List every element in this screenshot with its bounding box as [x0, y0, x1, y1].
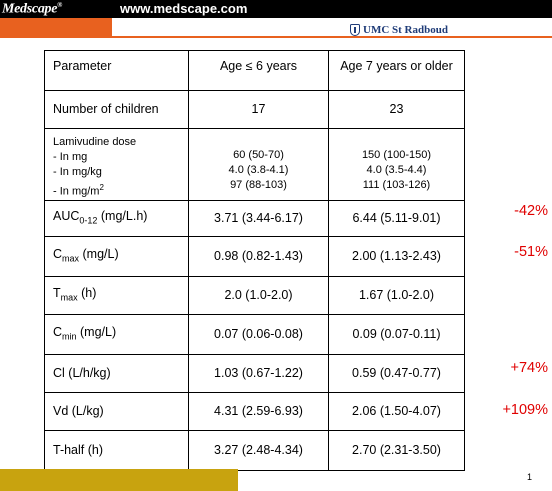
- umc-logo-text: UMC St Radboud: [363, 24, 448, 36]
- row-label: Vd (L/kg): [44, 392, 189, 431]
- row-value-old: 0.09 (0.07-0.11): [328, 314, 465, 355]
- row-value-old: 0.59 (0.47-0.77): [328, 354, 465, 393]
- accent-block: [0, 18, 112, 38]
- dose-labels: Lamivudine dose - In mg - In mg/kg - In …: [44, 128, 189, 201]
- footer-bar: [0, 469, 238, 491]
- row-value-old: 2.06 (1.50-4.07): [328, 392, 465, 431]
- row-label: Cmin (mg/L): [44, 314, 189, 355]
- row-value-old: 23: [328, 90, 465, 129]
- header-age-young: Age ≤ 6 years: [188, 50, 329, 91]
- change-vd: +109%: [502, 402, 548, 418]
- table-row: Number of children 17 23: [44, 90, 465, 129]
- table-header-row: Parameter Age ≤ 6 years Age 7 years or o…: [44, 50, 465, 91]
- row-value-old: 2.70 (2.31-3.50): [328, 430, 465, 471]
- row-label: AUC0-12 (mg/L.h): [44, 200, 189, 237]
- row-value-young: 17: [188, 90, 329, 129]
- table-row-vd: Vd (L/kg) 4.31 (2.59-6.93) 2.06 (1.50-4.…: [44, 392, 465, 431]
- dose-label-mgm2: - In mg/m2: [53, 183, 104, 198]
- row-label: Number of children: [44, 90, 189, 129]
- table-row-cl: Cl (L/h/kg) 1.03 (0.67-1.22) 0.59 (0.47-…: [44, 354, 465, 393]
- row-value-young: 4.31 (2.59-6.93): [188, 392, 329, 431]
- dose-title: Lamivudine dose: [53, 136, 137, 148]
- site-url[interactable]: www.medscape.com: [120, 1, 248, 16]
- change-cmax: -51%: [514, 244, 548, 260]
- row-value-young: 1.03 (0.67-1.22): [188, 354, 329, 393]
- header-age-old: Age 7 years or older: [328, 50, 465, 91]
- header-parameter: Parameter: [44, 50, 189, 91]
- table-row-auc: AUC0-12 (mg/L.h) 3.71 (3.44-6.17) 6.44 (…: [44, 200, 465, 237]
- umc-logo: UMC St Radboud: [350, 24, 448, 36]
- row-label: Cl (L/h/kg): [44, 354, 189, 393]
- table-row-cmin: Cmin (mg/L) 0.07 (0.06-0.08) 0.09 (0.07-…: [44, 314, 465, 355]
- row-value-young: 0.98 (0.82-1.43): [188, 236, 329, 277]
- slide-number: 1: [527, 472, 533, 482]
- row-label: T-half (h): [44, 430, 189, 471]
- row-value-young: 0.07 (0.06-0.08): [188, 314, 329, 355]
- row-label: Tmax (h): [44, 276, 189, 315]
- accent-line: [112, 36, 552, 38]
- row-value-old: 6.44 (5.11-9.01): [328, 200, 465, 237]
- row-value-old: 2.00 (1.13-2.43): [328, 236, 465, 277]
- dose-label-mg: - In mg: [53, 151, 88, 163]
- row-value-young: 2.0 (1.0-2.0): [188, 276, 329, 315]
- header-bar: Medscape® www.medscape.com: [0, 0, 552, 18]
- table-row-cmax: Cmax (mg/L) 0.98 (0.82-1.43) 2.00 (1.13-…: [44, 236, 465, 277]
- dose-values-old: 150 (100-150) 4.0 (3.5-4.4) 111 (103-126…: [328, 128, 465, 201]
- row-value-old: 1.67 (1.0-2.0): [328, 276, 465, 315]
- change-cl: +74%: [510, 360, 549, 376]
- umc-shield-icon: [350, 24, 360, 36]
- row-label: Cmax (mg/L): [44, 236, 189, 277]
- table-row-tmax: Tmax (h) 2.0 (1.0-2.0) 1.67 (1.0-2.0): [44, 276, 465, 315]
- pk-parameters-table: Parameter Age ≤ 6 years Age 7 years or o…: [44, 50, 465, 471]
- change-auc: -42%: [514, 203, 548, 219]
- dose-label-mgkg: - In mg/kg: [53, 166, 102, 178]
- table-row-dose: Lamivudine dose - In mg - In mg/kg - In …: [44, 128, 465, 201]
- row-value-young: 3.71 (3.44-6.17): [188, 200, 329, 237]
- row-value-young: 3.27 (2.48-4.34): [188, 430, 329, 471]
- table-row-thalf: T-half (h) 3.27 (2.48-4.34) 2.70 (2.31-3…: [44, 430, 465, 471]
- dose-values-young: 60 (50-70) 4.0 (3.8-4.1) 97 (88-103): [188, 128, 329, 201]
- medscape-logo: Medscape®: [2, 1, 63, 17]
